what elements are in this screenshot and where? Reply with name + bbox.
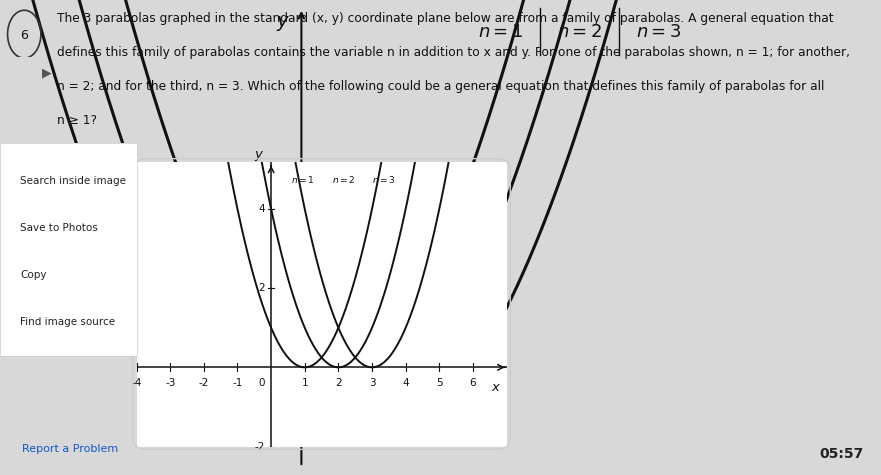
Text: $n=2$: $n=2$ xyxy=(557,23,603,41)
Text: n ≥ 1?: n ≥ 1? xyxy=(57,114,97,127)
Text: -2: -2 xyxy=(255,441,265,452)
Text: $n=3$: $n=3$ xyxy=(372,174,396,185)
Text: Report a Problem: Report a Problem xyxy=(22,444,118,454)
Text: 1: 1 xyxy=(301,379,308,389)
Text: $n=2$: $n=2$ xyxy=(331,174,355,185)
Text: 4: 4 xyxy=(268,371,278,389)
Text: Search inside image: Search inside image xyxy=(20,176,127,186)
Text: 05:57: 05:57 xyxy=(819,447,863,461)
Text: -4: -4 xyxy=(131,379,142,389)
Text: Copy: Copy xyxy=(20,270,47,280)
Text: $n=1$: $n=1$ xyxy=(478,23,523,41)
Text: 0: 0 xyxy=(258,379,265,389)
Text: $n=1$: $n=1$ xyxy=(292,174,315,185)
Text: -3: -3 xyxy=(165,379,175,389)
Text: 4: 4 xyxy=(258,204,265,214)
Text: defines this family of parabolas contains the variable n in addition to x and y.: defines this family of parabolas contain… xyxy=(57,46,850,59)
Text: 6: 6 xyxy=(470,379,477,389)
Text: n = 2; and for the third, n = 3. Which of the following could be a general equat: n = 2; and for the third, n = 3. Which o… xyxy=(57,80,825,93)
Text: Find image source: Find image source xyxy=(20,317,115,327)
Text: 4: 4 xyxy=(403,379,409,389)
Text: 5: 5 xyxy=(436,379,442,389)
Text: $n=3$: $n=3$ xyxy=(636,23,681,41)
Text: -2: -2 xyxy=(198,379,209,389)
Text: Save to Photos: Save to Photos xyxy=(20,223,99,233)
Text: 6: 6 xyxy=(20,29,28,42)
Text: $y$: $y$ xyxy=(255,150,264,163)
Text: $x$: $x$ xyxy=(492,381,501,394)
Text: 2: 2 xyxy=(335,379,342,389)
Text: $y$: $y$ xyxy=(276,14,290,33)
Text: 3: 3 xyxy=(369,379,375,389)
Text: -1: -1 xyxy=(233,379,242,389)
Text: The 3 parabolas graphed in the standard (x, y) coordinate plane below are from a: The 3 parabolas graphed in the standard … xyxy=(57,12,834,25)
Text: ▶: ▶ xyxy=(42,66,52,79)
Text: 2: 2 xyxy=(258,283,265,293)
